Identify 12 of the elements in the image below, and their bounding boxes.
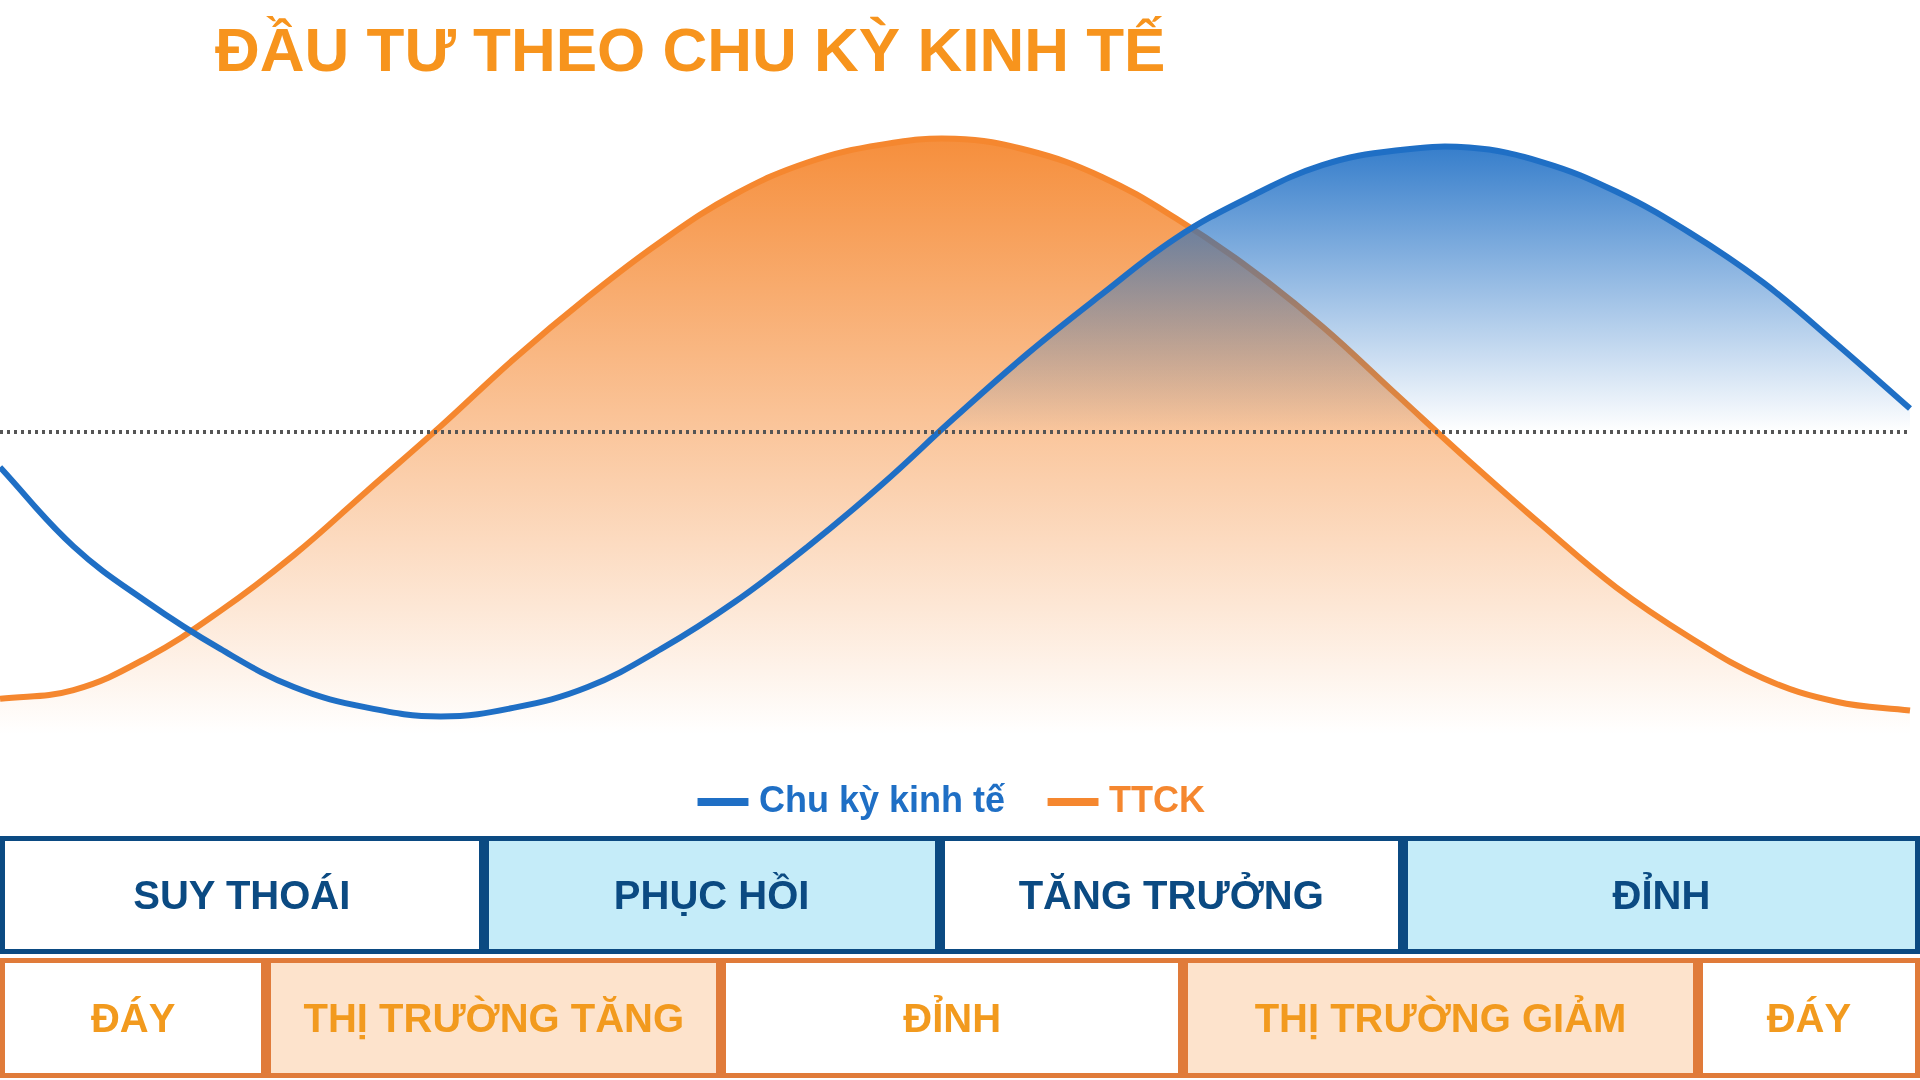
- text: SUY THOÁI: [0, 836, 484, 954]
- text: ĐỈNH: [721, 958, 1184, 1078]
- legend-label: Chu kỳ kinh tế: [758, 778, 1007, 820]
- legend-label: TTCK: [1109, 778, 1206, 820]
- text: ĐÁY: [0, 958, 267, 1078]
- text: THỊ TRƯỜNG GIẢM: [1183, 958, 1698, 1078]
- text: THỊ TRƯỜNG TĂNG: [266, 958, 722, 1078]
- text: TĂNG TRƯỞNG: [939, 836, 1403, 954]
- text: PHỤC HỒI: [483, 836, 940, 954]
- text: ĐÁY: [1697, 958, 1920, 1078]
- text: ĐỈNH: [1402, 836, 1920, 954]
- chart-title: ĐẦU TƯ THEO CHU KỲ KINH TẾ: [215, 14, 1166, 85]
